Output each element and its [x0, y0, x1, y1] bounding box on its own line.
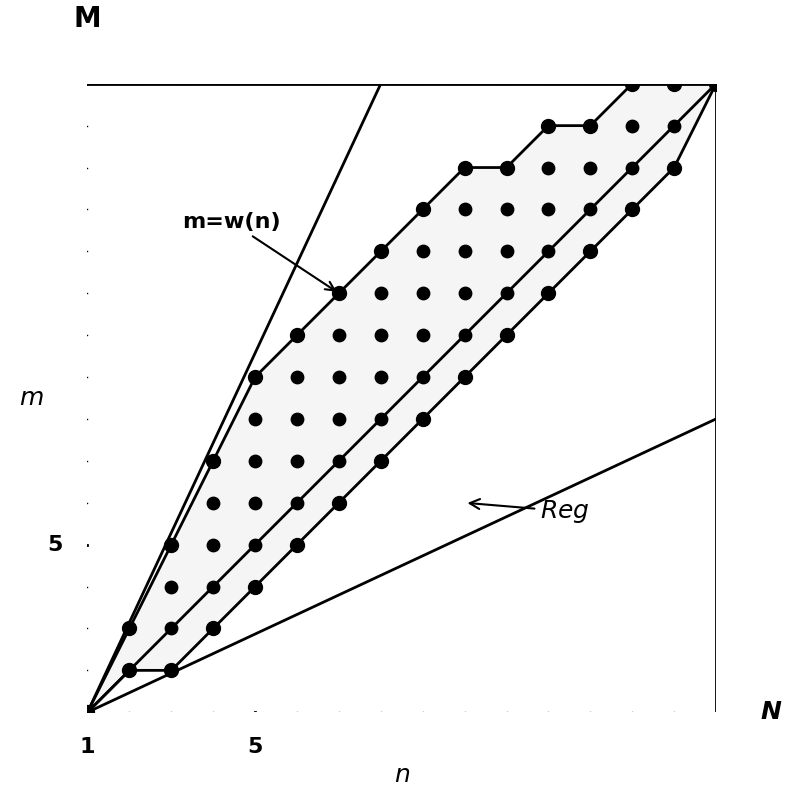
- Point: [458, 329, 471, 341]
- Point: [333, 413, 346, 425]
- Point: [500, 203, 513, 215]
- Text: $\it{Reg}$: $\it{Reg}$: [470, 497, 590, 524]
- Point: [584, 120, 597, 132]
- Point: [500, 162, 513, 174]
- Point: [290, 497, 303, 509]
- Point: [290, 539, 303, 551]
- Point: [374, 245, 387, 257]
- Point: [458, 245, 471, 257]
- Point: [249, 581, 262, 593]
- Point: [626, 78, 638, 90]
- Point: [206, 497, 219, 509]
- Point: [206, 455, 219, 467]
- Point: [584, 245, 597, 257]
- Point: [290, 455, 303, 467]
- Point: [123, 664, 136, 676]
- Point: [290, 413, 303, 425]
- Point: [333, 497, 346, 509]
- Point: [542, 162, 555, 174]
- Point: [249, 539, 262, 551]
- Point: [290, 329, 303, 341]
- Point: [333, 329, 346, 341]
- Point: [584, 203, 597, 215]
- Point: [249, 497, 262, 509]
- Point: [333, 371, 346, 383]
- Point: [458, 287, 471, 299]
- Point: [374, 455, 387, 467]
- Point: [416, 413, 429, 425]
- Point: [542, 245, 555, 257]
- Point: [542, 287, 555, 299]
- Point: [500, 245, 513, 257]
- Text: m=w(n): m=w(n): [182, 212, 334, 291]
- Point: [165, 581, 178, 593]
- Point: [500, 329, 513, 341]
- Point: [165, 623, 178, 635]
- Point: [626, 203, 638, 215]
- Point: [416, 287, 429, 299]
- Point: [542, 203, 555, 215]
- Point: [668, 78, 681, 90]
- Point: [374, 371, 387, 383]
- Point: [123, 623, 136, 635]
- Point: [333, 287, 346, 299]
- Point: [374, 329, 387, 341]
- Point: [165, 539, 178, 551]
- Point: [416, 371, 429, 383]
- Text: m: m: [19, 386, 43, 410]
- Point: [290, 371, 303, 383]
- Point: [374, 413, 387, 425]
- Text: 1: 1: [80, 737, 95, 757]
- Text: 5: 5: [247, 737, 262, 757]
- Point: [249, 455, 262, 467]
- Point: [206, 539, 219, 551]
- Point: [81, 706, 94, 718]
- Point: [584, 162, 597, 174]
- Point: [626, 120, 638, 132]
- Point: [165, 664, 178, 676]
- Point: [668, 120, 681, 132]
- Point: [668, 162, 681, 174]
- Point: [458, 371, 471, 383]
- Text: 5: 5: [47, 535, 62, 554]
- Text: N: N: [760, 700, 781, 724]
- Point: [500, 287, 513, 299]
- Point: [206, 581, 219, 593]
- Point: [710, 78, 722, 90]
- Point: [206, 623, 219, 635]
- Point: [542, 120, 555, 132]
- Point: [458, 162, 471, 174]
- Text: n: n: [394, 763, 410, 786]
- Text: M: M: [74, 6, 102, 33]
- Point: [416, 329, 429, 341]
- Point: [626, 162, 638, 174]
- Polygon shape: [87, 84, 716, 712]
- Point: [249, 413, 262, 425]
- Point: [374, 287, 387, 299]
- Point: [416, 245, 429, 257]
- Point: [458, 203, 471, 215]
- Point: [333, 455, 346, 467]
- Point: [249, 371, 262, 383]
- Point: [416, 203, 429, 215]
